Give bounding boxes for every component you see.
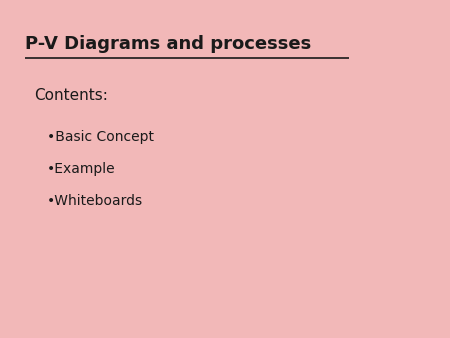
Text: Contents:: Contents: [34,88,108,103]
Text: •Whiteboards: •Whiteboards [47,194,144,208]
Text: •Example: •Example [47,162,116,176]
Text: •Basic Concept: •Basic Concept [47,130,154,144]
Text: P-V Diagrams and processes: P-V Diagrams and processes [25,35,311,53]
